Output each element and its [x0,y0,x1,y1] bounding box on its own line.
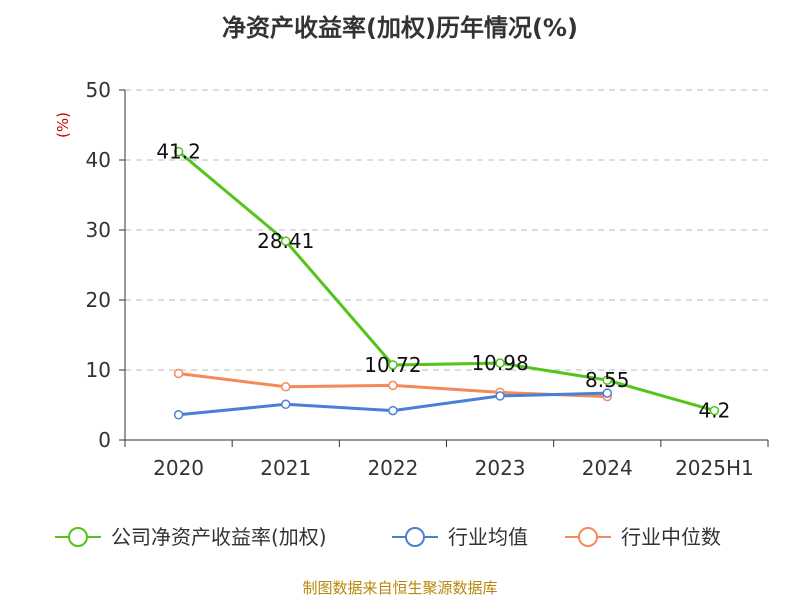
data-source-note: 制图数据来自恒生聚源数据库 [302,579,498,597]
data-point [173,368,184,379]
y-tick-label: 20 [86,288,111,312]
data-point [709,405,720,416]
data-label: 28.41 [257,229,314,253]
data-labels: 41.2 28.41 10.72 10.98 8.55 4.2 [156,140,730,423]
x-tick-label: 2024 [582,456,633,480]
legend-marker-1 [405,527,425,547]
data-label: 41.2 [156,140,201,164]
data-point [388,360,398,370]
x-tick-label: 2021 [260,456,311,480]
data-point [173,410,184,420]
data-point [281,382,291,392]
data-label: 4.2 [699,399,731,423]
axes: 0 10 20 30 40 50 2020 2021 2022 2023 2024 2025H1 (%) [54,78,769,480]
data-point [388,380,398,391]
data-label: 10.98 [471,351,528,375]
x-tick-label: 2025H1 [675,456,754,480]
data-point [281,236,291,246]
y-tick-label: 50 [86,78,111,102]
data-label: 8.55 [585,368,630,392]
legend: 公司净资产收益率(加权) 行业均值 行业中位数 [55,525,721,549]
legend-marker-2 [578,527,598,547]
y-tick-label: 0 [98,428,111,452]
x-tick-label: 2022 [367,456,418,480]
y-tick-label: 40 [86,148,111,172]
legend-label-1: 行业均值 [448,525,528,549]
data-point [602,388,612,398]
data-point [602,375,612,385]
data-point [495,391,505,401]
y-tick-label: 30 [86,218,111,242]
data-point [388,405,398,416]
data-point [173,146,184,157]
series-line-0 [177,150,715,413]
series-lines [173,146,720,420]
x-tick-label: 2023 [475,456,526,480]
legend-label-0: 公司净资产收益率(加权) [111,525,327,549]
data-label: 10.72 [364,353,421,377]
legend-label-2: 行业中位数 [621,525,721,549]
x-tick-label: 2020 [153,456,204,480]
data-point [495,358,505,368]
y-axis-unit-label: (%) [54,112,72,138]
y-tick-label: 10 [86,358,111,382]
grid-lines [125,89,768,371]
chart-title: 净资产收益率(加权)历年情况(%) [222,14,578,42]
legend-marker-0 [68,527,88,547]
data-point [281,399,291,410]
